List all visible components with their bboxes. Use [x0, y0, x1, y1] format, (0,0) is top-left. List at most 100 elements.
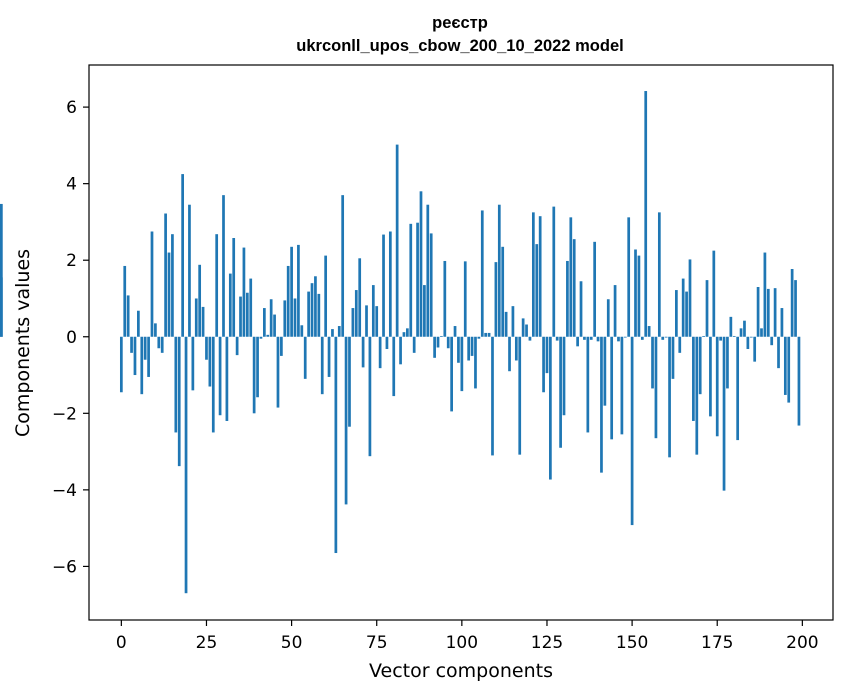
bar-54 [303, 336, 307, 379]
bar-61 [327, 336, 331, 377]
bar-197 [790, 269, 794, 337]
bar-13 [164, 213, 167, 337]
bar-43 [266, 334, 270, 337]
bar-34 [235, 336, 239, 356]
bar-52 [297, 244, 300, 337]
bar-114 [508, 336, 511, 372]
bar-97 [450, 336, 453, 412]
bar-84 [406, 328, 409, 337]
bar-71 [361, 336, 365, 368]
y-axis-ticks: −6 −4 −2 0 2 4 6 [52, 98, 89, 577]
bar-123 [538, 216, 542, 337]
bar-175 [715, 336, 719, 437]
bar-39 [252, 336, 256, 414]
bar-27 [211, 336, 215, 433]
bar-196 [787, 336, 791, 403]
bar-141 [600, 336, 603, 473]
bar-77 [382, 234, 385, 337]
bar-68 [351, 308, 355, 337]
bar-128 [555, 336, 559, 341]
y-tick-label: 4 [66, 175, 77, 195]
bar-47 [280, 336, 283, 356]
y-tick-label: −2 [52, 404, 77, 424]
bar-49 [286, 265, 290, 337]
bar-86 [412, 336, 416, 353]
bar-117 [518, 336, 522, 455]
bar-121 [531, 212, 535, 337]
bar-129 [559, 336, 562, 448]
bar-81 [395, 144, 399, 337]
bar-100 [460, 336, 464, 392]
bar-series [0, 91, 801, 594]
bar-6 [140, 336, 144, 395]
bar-156 [651, 336, 654, 389]
bar-182 [739, 328, 743, 337]
bar-19 [184, 336, 188, 594]
bar-21 [191, 336, 195, 391]
bar-101 [463, 261, 467, 337]
bar-94 [440, 335, 443, 337]
bar-124 [542, 336, 545, 393]
bar-149 [627, 217, 631, 337]
bar-72 [365, 305, 368, 337]
bar-67 [348, 336, 351, 427]
bar-112 [501, 246, 505, 337]
bar-64 [337, 326, 341, 337]
bar-85 [409, 223, 413, 337]
bar-29 [218, 336, 222, 416]
x-tick-label: 75 [366, 633, 388, 653]
bar-187 [756, 287, 760, 337]
bar-140 [596, 336, 600, 342]
y-tick-label: 0 [66, 328, 77, 348]
bar-166 [685, 291, 688, 337]
bar-194 [780, 308, 784, 337]
bar-75 [375, 306, 379, 337]
bar-53 [300, 325, 304, 337]
bar-152 [637, 255, 641, 337]
y-tick-label: 2 [66, 251, 77, 271]
bar-46 [276, 336, 280, 408]
bar-148 [623, 336, 627, 338]
bar-89 [423, 285, 426, 337]
bar-10 [154, 323, 157, 337]
bar-30 [222, 195, 225, 337]
bar-24 [201, 306, 205, 337]
y-axis-label: Components values [12, 249, 34, 437]
bar-189 [763, 252, 767, 337]
bar-90 [426, 204, 430, 337]
bar-92 [433, 336, 436, 358]
bar-98 [453, 326, 457, 337]
bar-15 [171, 234, 174, 337]
x-tick-label: 200 [786, 633, 818, 653]
bar-20 [188, 204, 191, 337]
bar-150 [630, 336, 634, 526]
bar-168 [692, 336, 695, 421]
bar-108 [487, 332, 491, 337]
bar-177 [722, 336, 726, 491]
bar-79 [388, 231, 392, 337]
bar-2 [126, 295, 130, 337]
bar-120 [528, 336, 532, 341]
bar-36 [242, 247, 246, 337]
bar-56 [310, 283, 314, 337]
bar-78 [385, 336, 389, 350]
bar-155 [647, 326, 651, 337]
bar-118 [521, 318, 525, 337]
bar-154 [644, 91, 648, 337]
bar-18 [181, 174, 184, 337]
bar-74 [371, 285, 375, 337]
bar-80 [392, 336, 396, 397]
bar-195 [783, 336, 787, 395]
bar-91 [429, 233, 433, 337]
bar-55 [307, 291, 310, 337]
x-tick-label: 0 [116, 633, 127, 653]
bar-180 [732, 335, 736, 337]
bar-111 [497, 204, 501, 337]
bar-135 [579, 281, 583, 337]
bar-185 [749, 336, 753, 338]
bar-116 [514, 336, 518, 361]
bar-82 [399, 336, 402, 365]
bar-136 [583, 336, 586, 340]
x-tick-label: 175 [701, 633, 733, 653]
